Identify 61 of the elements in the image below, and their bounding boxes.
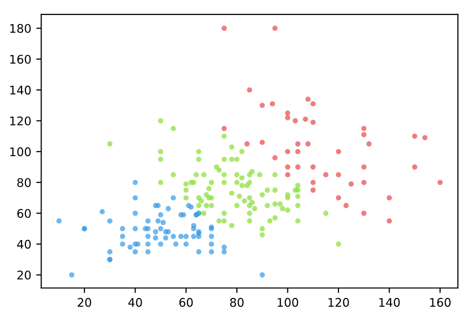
- y-tick-label: 40: [17, 240, 31, 249]
- point: [244, 141, 250, 146]
- point: [438, 180, 443, 186]
- point: [361, 180, 366, 186]
- point: [285, 164, 290, 170]
- point: [272, 155, 278, 160]
- point: [285, 115, 290, 120]
- point: [310, 120, 316, 125]
- x-tick-label: 20: [78, 298, 92, 307]
- point: [386, 195, 392, 200]
- point: [295, 148, 300, 154]
- point: [336, 195, 342, 200]
- x-tick-label: 160: [430, 298, 451, 307]
- point: [305, 141, 311, 146]
- point: [305, 96, 311, 102]
- point: [302, 116, 308, 122]
- point: [336, 148, 342, 154]
- point: [422, 135, 428, 140]
- point: [361, 164, 366, 170]
- point: [412, 164, 418, 170]
- x-tick-label: 40: [128, 298, 142, 307]
- point: [285, 148, 290, 154]
- point: [295, 141, 300, 146]
- point: [344, 202, 349, 208]
- point: [222, 126, 227, 132]
- point: [323, 172, 328, 178]
- point: [361, 126, 366, 132]
- x-tick-label: 80: [230, 298, 244, 307]
- point: [285, 172, 290, 178]
- point: [272, 26, 278, 31]
- point: [361, 132, 366, 138]
- point: [348, 181, 354, 187]
- y-tick-label: 160: [10, 54, 31, 64]
- point: [246, 87, 252, 93]
- x-tick-label: 60: [179, 298, 193, 307]
- y-tick-label: 60: [17, 208, 31, 218]
- x-tick-label: 100: [278, 298, 298, 307]
- x-tick-label: 120: [328, 298, 349, 307]
- point: [292, 118, 298, 124]
- point: [222, 26, 227, 31]
- point: [310, 101, 316, 106]
- point: [260, 140, 265, 145]
- point: [361, 210, 366, 216]
- x-tick-label: 140: [379, 298, 400, 307]
- y-tick-label: 120: [10, 116, 31, 126]
- y-tick-label: 80: [17, 178, 31, 188]
- point: [295, 164, 300, 170]
- point: [310, 164, 316, 170]
- point: [412, 134, 418, 139]
- point: [260, 102, 265, 108]
- point: [366, 141, 372, 146]
- y-tick-label: 100: [10, 147, 31, 156]
- y-tick-label: 140: [10, 86, 31, 95]
- point: [310, 188, 316, 193]
- y-tick-label: 20: [17, 270, 31, 280]
- point: [285, 110, 290, 116]
- point: [336, 172, 342, 178]
- point: [310, 180, 316, 186]
- point: [270, 101, 276, 106]
- point: [386, 218, 392, 224]
- y-tick-label: 180: [10, 24, 31, 33]
